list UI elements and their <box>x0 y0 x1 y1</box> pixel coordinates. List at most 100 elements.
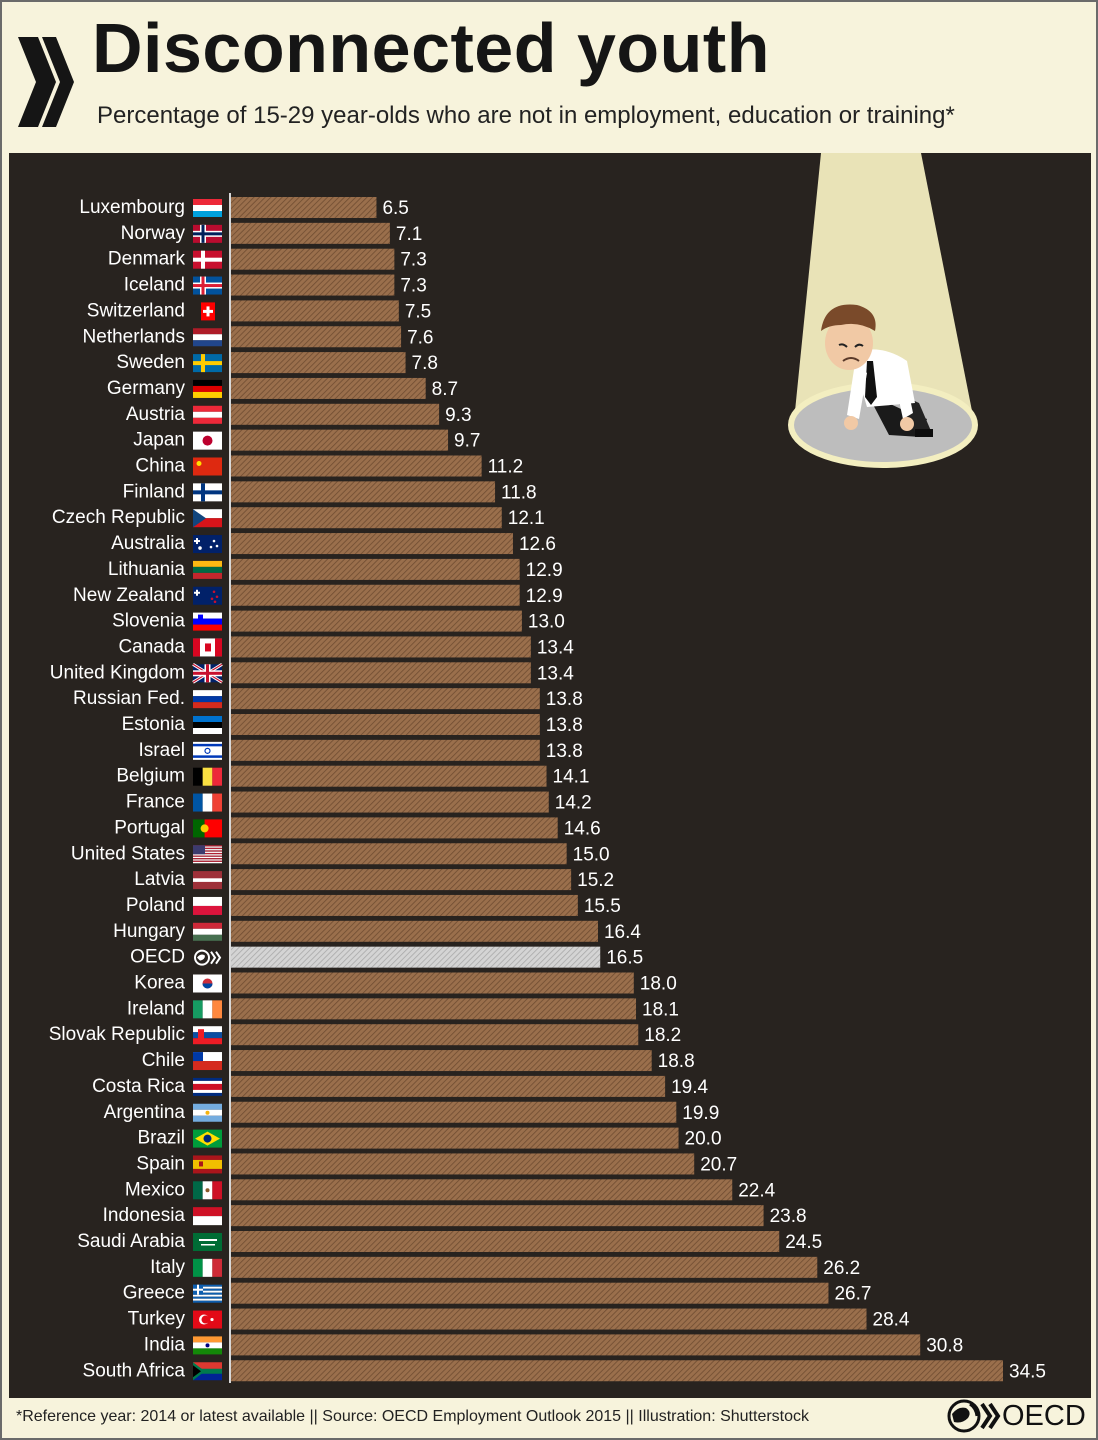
flag-japan-icon <box>193 431 222 450</box>
category-label: Iceland <box>124 275 185 296</box>
value-label: 13.0 <box>528 612 565 633</box>
bar-row-17: Canada 13.4 <box>118 636 574 658</box>
bar <box>231 765 547 787</box>
category-label: United States <box>71 843 185 864</box>
value-label: 22.4 <box>738 1180 775 1201</box>
bar <box>231 481 496 503</box>
bar-row-33: Chile 18.8 <box>142 1050 695 1072</box>
category-label: Italy <box>150 1257 185 1278</box>
value-label: 8.7 <box>432 379 458 400</box>
bar <box>231 843 567 865</box>
bar <box>231 739 540 761</box>
bar <box>231 1075 666 1097</box>
bar-row-34: Costa Rica 19.4 <box>92 1075 709 1098</box>
bar-row-26: Latvia 15.2 <box>134 869 614 891</box>
category-label: Turkey <box>128 1309 186 1330</box>
value-label: 26.7 <box>834 1284 871 1305</box>
category-label: South Africa <box>83 1360 186 1381</box>
bar-row-44: India 30.8 <box>144 1334 963 1356</box>
bar <box>231 920 598 942</box>
flag-ireland-icon <box>193 1000 222 1019</box>
flag-argentina-icon <box>193 1103 222 1122</box>
flag-luxembourg-icon <box>193 199 222 217</box>
flag-newzealand-icon <box>193 586 222 605</box>
category-label: Chile <box>142 1050 185 1071</box>
category-label: Mexico <box>125 1179 185 1200</box>
page-subtitle: Percentage of 15-29 year-olds who are no… <box>97 102 955 129</box>
value-label: 11.8 <box>501 482 537 503</box>
flag-netherlands-icon <box>193 328 222 347</box>
bar-row-11: Finland 11.8 <box>123 481 537 503</box>
category-label: Slovenia <box>112 611 185 632</box>
category-label: United Kingdom <box>50 662 185 683</box>
bar <box>231 352 406 374</box>
bar <box>231 894 578 916</box>
category-label: China <box>135 456 185 477</box>
category-label: Brazil <box>137 1128 185 1149</box>
category-label: Russian Fed. <box>73 688 185 709</box>
value-label: 15.5 <box>584 896 621 917</box>
category-label: Sweden <box>116 352 185 373</box>
bar <box>231 326 402 348</box>
value-label: 7.3 <box>400 250 426 271</box>
bar-row-25: United States 15.0 <box>71 843 610 865</box>
bar <box>231 403 440 425</box>
flag-canada-icon <box>193 638 222 657</box>
category-label: Estonia <box>122 714 186 735</box>
bar-row-8: Austria 9.3 <box>126 403 472 426</box>
bar <box>231 455 482 477</box>
bar <box>231 197 377 218</box>
flag-estonia-icon <box>193 716 222 734</box>
bar <box>231 1127 679 1149</box>
bar <box>231 1308 867 1330</box>
bar <box>231 610 522 632</box>
value-label: 6.5 <box>382 198 408 219</box>
bar-row-14: Lithuania 12.9 <box>108 558 563 581</box>
category-label: Costa Rica <box>92 1076 185 1097</box>
value-label: 18.8 <box>658 1051 695 1072</box>
bar <box>231 1050 652 1072</box>
bar <box>231 946 601 968</box>
bar-row-35: Argentina 19.9 <box>104 1101 719 1124</box>
bar-row-5: Netherlands 7.6 <box>83 326 433 348</box>
value-label: 24.5 <box>785 1232 822 1253</box>
bar <box>231 1205 764 1227</box>
bar <box>231 300 399 322</box>
footer: *Reference year: 2014 or latest availabl… <box>2 1398 1096 1438</box>
category-label: Israel <box>139 740 185 761</box>
flag-southafrica-icon <box>193 1362 222 1381</box>
flag-turkey-icon <box>193 1310 222 1329</box>
category-label: Denmark <box>108 249 186 270</box>
value-label: 13.4 <box>537 663 574 684</box>
category-label: Netherlands <box>83 326 185 347</box>
category-label: Indonesia <box>103 1205 186 1226</box>
bar <box>231 1334 921 1356</box>
flag-greece-icon <box>193 1284 222 1303</box>
bar <box>231 972 634 994</box>
bar-row-13: Australia 12.6 <box>111 533 556 555</box>
flag-austria-icon <box>193 405 222 424</box>
flag-brazil-icon <box>193 1129 222 1148</box>
category-label: Austria <box>126 404 186 425</box>
bar-row-37: Spain 20.7 <box>136 1153 737 1175</box>
bar-row-39: Indonesia 23.8 <box>103 1205 807 1227</box>
value-label: 7.8 <box>412 353 438 374</box>
bar-row-24: Portugal 14.6 <box>114 817 601 839</box>
flag-poland-icon <box>193 896 222 915</box>
flag-finland-icon <box>193 483 222 502</box>
flag-israel-icon <box>193 741 222 760</box>
value-label: 7.5 <box>405 301 431 322</box>
flag-uk-icon <box>192 663 223 684</box>
category-label: Poland <box>126 895 185 916</box>
bar <box>231 429 449 451</box>
bar <box>231 714 540 735</box>
bar-row-32: Slovak Republic 18.2 <box>49 1024 681 1046</box>
category-label: Lithuania <box>108 559 186 580</box>
bar-row-29: OECD 16.5 <box>130 946 643 969</box>
bar-row-27: Poland 15.5 <box>126 894 621 917</box>
flag-denmark-icon <box>193 250 222 269</box>
bar-row-42: Greece 26.7 <box>123 1282 871 1305</box>
bar-row-1: Norway 7.1 <box>121 222 422 245</box>
bar <box>231 533 513 555</box>
bar <box>231 1282 829 1304</box>
